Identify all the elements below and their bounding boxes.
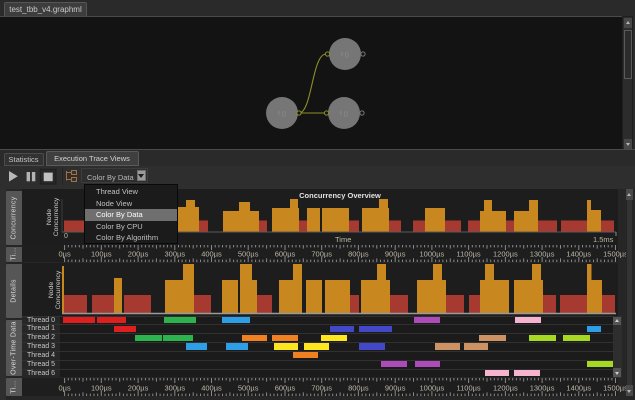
svg-text:700µs: 700µs <box>311 384 332 393</box>
svg-text:800µs: 800µs <box>348 384 369 393</box>
svg-text:1100µs: 1100µs <box>456 384 480 393</box>
svg-text:0µs: 0µs <box>58 250 70 259</box>
svg-text:800µs: 800µs <box>348 250 369 259</box>
svg-text:f (): f () <box>341 52 349 59</box>
svg-text:300µs: 300µs <box>165 250 186 259</box>
svg-text:600µs: 600µs <box>275 384 296 393</box>
svg-text:400µs: 400µs <box>201 250 222 259</box>
svg-text:1400µs: 1400µs <box>566 250 591 259</box>
svg-text:1200µs: 1200µs <box>493 250 518 259</box>
svg-text:1300µs: 1300µs <box>530 384 555 393</box>
svg-text:900µs: 900µs <box>385 384 406 393</box>
svg-text:600µs: 600µs <box>275 250 296 259</box>
svg-text:100µs: 100µs <box>91 250 112 259</box>
svg-text:1200µs: 1200µs <box>493 384 518 393</box>
svg-text:900µs: 900µs <box>385 250 406 259</box>
svg-text:1000µs: 1000µs <box>420 384 445 393</box>
svg-text:200µs: 200µs <box>128 250 149 259</box>
svg-text:1500µs: 1500µs <box>603 384 628 393</box>
svg-text:1500µs: 1500µs <box>603 250 628 259</box>
svg-text:0µs: 0µs <box>58 384 70 393</box>
svg-text:100µs: 100µs <box>91 384 112 393</box>
svg-text:700µs: 700µs <box>311 250 332 259</box>
svg-text:f (): f () <box>340 111 348 118</box>
svg-text:1400µs: 1400µs <box>566 384 591 393</box>
svg-text:1000µs: 1000µs <box>420 250 445 259</box>
svg-text:300µs: 300µs <box>165 384 186 393</box>
svg-text:f (): f () <box>278 111 286 118</box>
svg-text:1100µs: 1100µs <box>456 250 480 259</box>
svg-text:1300µs: 1300µs <box>530 250 555 259</box>
svg-text:500µs: 500µs <box>238 250 259 259</box>
svg-text:500µs: 500µs <box>238 384 259 393</box>
svg-text:200µs: 200µs <box>128 384 149 393</box>
svg-text:400µs: 400µs <box>201 384 222 393</box>
